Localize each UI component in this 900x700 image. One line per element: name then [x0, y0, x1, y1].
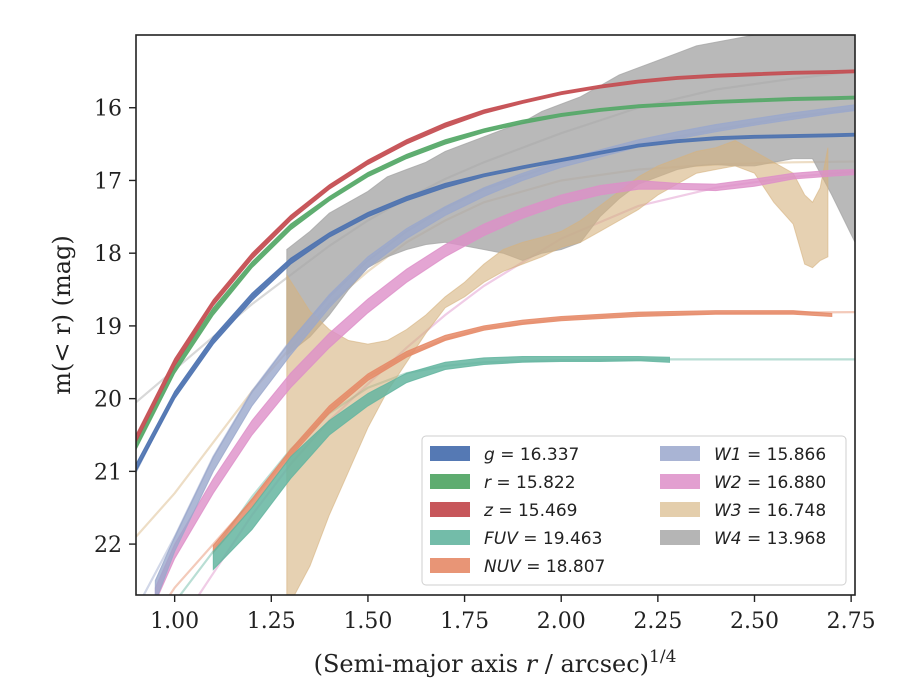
legend-swatch-w2 — [660, 474, 700, 489]
band-w2 — [154, 168, 855, 595]
y-tick-label: 16 — [94, 97, 122, 122]
legend-swatch-g — [430, 446, 470, 461]
legend-label-w1: W1 = 15.866 — [714, 445, 826, 465]
legend-swatch-z — [430, 502, 470, 517]
legend-label-z: z = 15.469 — [483, 501, 577, 521]
y-axis: 16 17 18 19 20 21 22 — [94, 97, 136, 558]
legend-entry-g: g = 16.337 — [430, 445, 579, 465]
legend-entry-nuv: NUV = 18.807 — [430, 557, 605, 577]
legend-label-w4: W4 = 13.968 — [714, 529, 826, 549]
band-w3 — [286, 139, 829, 595]
x-tick-label: 1.00 — [150, 609, 199, 634]
x-tick-label: 1.50 — [343, 609, 392, 634]
legend-entry-r: r = 15.822 — [430, 473, 576, 493]
legend-label-w2: W2 = 16.880 — [714, 473, 826, 493]
legend-swatch-w4 — [660, 530, 700, 545]
legend-label-w3: W3 = 16.748 — [714, 501, 826, 521]
x-tick-label: 1.75 — [440, 609, 489, 634]
legend-entry-fuv: FUV = 19.463 — [430, 529, 602, 549]
band-nuv — [212, 310, 833, 555]
y-tick-label: 17 — [94, 169, 122, 194]
legend-swatch-fuv — [430, 530, 470, 545]
legend-entry-w3: W3 = 16.748 — [660, 501, 826, 521]
x-axis: 1.00 1.25 1.50 1.75 2.00 2.25 2.50 2.75 — [150, 595, 876, 634]
y-axis-label: m(< r) (mag) — [48, 235, 76, 394]
legend-swatch-w3 — [660, 502, 700, 517]
band-z — [136, 69, 855, 443]
y-tick-label: 20 — [94, 388, 122, 413]
legend-entry-w1: W1 = 15.866 — [660, 445, 826, 465]
x-tick-label: 2.25 — [633, 609, 682, 634]
legend-box — [421, 435, 847, 586]
legend-label-r: r = 15.822 — [484, 473, 576, 493]
legend-entry-w2: W2 = 16.880 — [660, 473, 826, 493]
y-tick-label: 19 — [94, 315, 122, 340]
y-tick-label: 22 — [94, 533, 122, 558]
y-tick-label: 21 — [94, 460, 122, 485]
band-r — [136, 95, 855, 450]
x-tick-label: 1.25 — [247, 609, 296, 634]
legend-swatch-r — [430, 474, 470, 489]
x-tick-label: 2.00 — [537, 609, 586, 634]
legend-label-nuv: NUV = 18.807 — [484, 557, 605, 577]
legend-swatch-nuv — [430, 558, 470, 573]
legend-entry-z: z = 15.469 — [430, 501, 577, 521]
plot-frame — [135, 34, 856, 596]
band-w1 — [154, 104, 855, 595]
band-fuv — [212, 356, 670, 571]
legend-entry-w4: W4 = 13.968 — [660, 529, 826, 549]
y-tick-label: 18 — [94, 242, 122, 267]
x-tick-label: 2.50 — [730, 609, 779, 634]
legend-label-fuv: FUV = 19.463 — [484, 529, 602, 549]
legend-label-g: g = 16.337 — [484, 445, 579, 465]
band-g — [136, 132, 855, 472]
x-tick-label: 2.75 — [827, 609, 876, 634]
x-axis-label: (Semi-major axis r / arcsec)1/4 — [314, 647, 677, 678]
legend: g = 16.337 r = 15.822 z = 15.469 FUV = 19.4… — [421, 435, 847, 586]
plot-area — [136, 35, 855, 595]
legend-swatch-w1 — [660, 446, 700, 461]
